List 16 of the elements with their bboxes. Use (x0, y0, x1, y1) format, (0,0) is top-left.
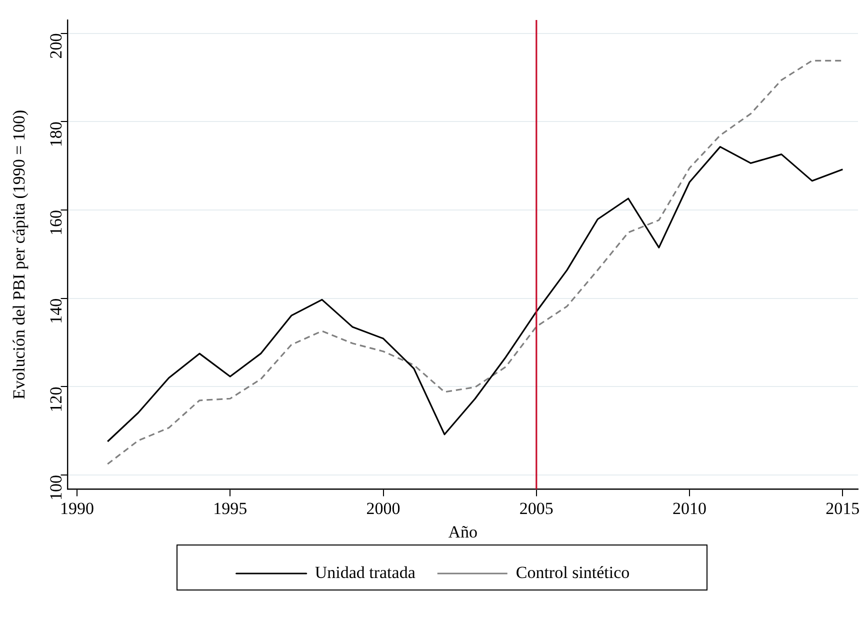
y-tick-label: 200 (46, 33, 66, 59)
legend-label: Unidad tratada (314, 562, 416, 582)
x-axis-title: Año (448, 522, 478, 542)
legend-label: Control sintético (516, 562, 630, 582)
y-tick-label: 160 (46, 210, 66, 236)
x-tick-label: 2010 (672, 498, 707, 518)
y-tick-label: 180 (46, 122, 66, 148)
x-tick-label: 2015 (826, 498, 860, 518)
y-axis-title: Evolución del PBI per cápita (1990 = 100) (10, 110, 29, 400)
y-tick-label: 100 (46, 475, 66, 501)
x-tick-label: 1995 (213, 498, 248, 518)
y-tick-label: 120 (46, 386, 66, 412)
x-tick-label: 2000 (366, 498, 400, 518)
x-tick-label: 1990 (60, 498, 94, 518)
y-tick-label: 140 (46, 298, 66, 324)
x-tick-label: 2005 (519, 498, 554, 518)
